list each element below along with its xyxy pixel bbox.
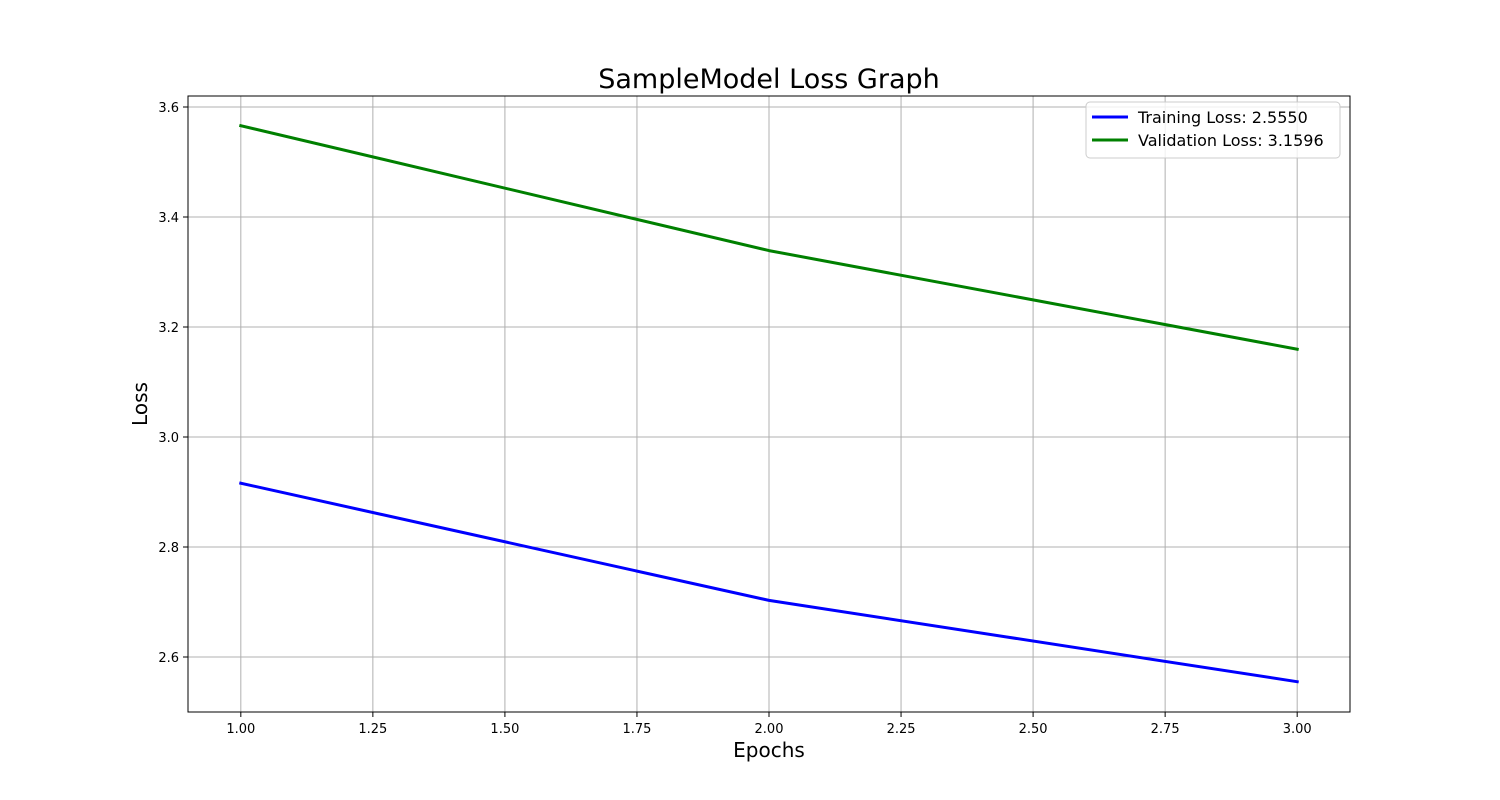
y-tick-label: 2.6 bbox=[158, 651, 179, 666]
series-line-training-loss bbox=[239, 481, 1299, 684]
y-tick-label: 3.0 bbox=[158, 431, 179, 446]
x-tick-label: 2.50 bbox=[1019, 722, 1048, 737]
y-tick-label: 3.2 bbox=[158, 321, 179, 336]
x-axis-label: Epochs bbox=[733, 738, 805, 762]
series-layer bbox=[238, 123, 1299, 684]
series-line-validation-loss bbox=[238, 123, 1299, 351]
legend-label: Training Loss: 2.5550 bbox=[1137, 108, 1308, 127]
y-tick-label: 2.8 bbox=[158, 541, 179, 556]
x-tick-label: 1.75 bbox=[622, 722, 651, 737]
legend-box bbox=[1085, 101, 1341, 159]
x-tick-label: 3.00 bbox=[1283, 722, 1312, 737]
x-tick-label: 1.00 bbox=[226, 722, 255, 737]
x-tick-label: 2.75 bbox=[1151, 722, 1180, 737]
y-tick-label: 3.4 bbox=[158, 211, 179, 226]
legend: Training Loss: 2.5550 Validation Loss: 3.… bbox=[1085, 101, 1341, 159]
tick-layer: 1.00 1.25 1.50 1.75 2.00 2.25 2.50 2.75 3.00 2.6 2… bbox=[158, 101, 1311, 737]
x-tick-label: 1.25 bbox=[358, 722, 387, 737]
x-tick-label: 2.00 bbox=[755, 722, 784, 737]
y-axis-label: Loss bbox=[128, 382, 152, 426]
chart-title: SampleModel Loss Graph bbox=[598, 64, 940, 95]
y-tick-label: 3.6 bbox=[158, 101, 179, 116]
grid-layer bbox=[188, 96, 1350, 712]
legend-label: Validation Loss: 3.1596 bbox=[1138, 131, 1324, 150]
x-tick-label: 2.25 bbox=[887, 722, 916, 737]
x-tick-label: 1.50 bbox=[490, 722, 519, 737]
